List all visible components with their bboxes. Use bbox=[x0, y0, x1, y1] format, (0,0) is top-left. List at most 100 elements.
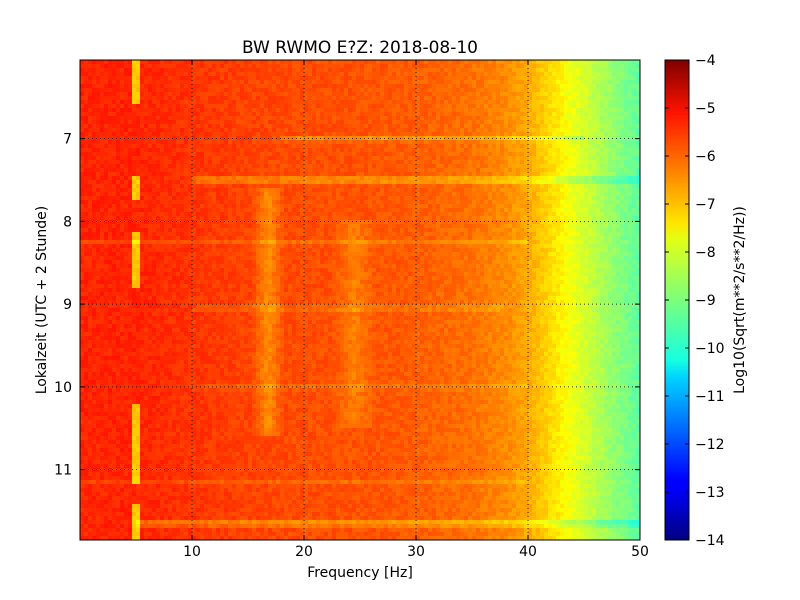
heatmap-cell bbox=[364, 60, 368, 64]
heatmap-cell bbox=[440, 136, 444, 140]
heatmap-cell bbox=[304, 124, 308, 128]
heatmap-cell bbox=[560, 92, 564, 96]
heatmap-cell bbox=[324, 132, 328, 136]
heatmap-cell bbox=[212, 188, 216, 192]
heatmap-cell bbox=[268, 184, 272, 188]
heatmap-cell bbox=[592, 88, 596, 92]
heatmap-cell bbox=[324, 156, 328, 160]
heatmap-cell bbox=[432, 112, 436, 116]
heatmap-cell bbox=[120, 172, 124, 176]
heatmap-cell bbox=[440, 152, 444, 156]
heatmap-cell bbox=[336, 200, 340, 204]
heatmap-cell bbox=[264, 100, 268, 104]
heatmap-cell bbox=[500, 76, 504, 80]
heatmap-cell bbox=[104, 192, 108, 196]
heatmap-cell bbox=[372, 100, 376, 104]
heatmap-cell bbox=[348, 68, 352, 72]
heatmap-cell bbox=[568, 80, 572, 84]
heatmap-cell bbox=[484, 196, 488, 200]
heatmap-cell bbox=[584, 172, 588, 176]
heatmap-cell bbox=[200, 168, 204, 172]
heatmap-cell bbox=[496, 180, 500, 184]
heatmap-cell bbox=[492, 180, 496, 184]
heatmap-cell bbox=[264, 80, 268, 84]
heatmap-cell bbox=[268, 92, 272, 96]
heatmap-cell bbox=[276, 152, 280, 156]
heatmap-cell bbox=[608, 152, 612, 156]
heatmap-cell bbox=[240, 168, 244, 172]
heatmap-cell bbox=[248, 176, 252, 180]
heatmap-cell bbox=[92, 116, 96, 120]
heatmap-cell bbox=[380, 144, 384, 148]
heatmap-cell bbox=[312, 72, 316, 76]
heatmap-cell bbox=[400, 188, 404, 192]
heatmap-cell bbox=[252, 136, 256, 140]
heatmap-cell bbox=[80, 112, 84, 116]
heatmap-cell bbox=[88, 156, 92, 160]
heatmap-cell bbox=[432, 192, 436, 196]
heatmap-cell bbox=[380, 84, 384, 88]
heatmap-cell bbox=[568, 152, 572, 156]
heatmap-cell bbox=[304, 76, 308, 80]
heatmap-cell bbox=[588, 120, 592, 124]
heatmap-cell bbox=[384, 140, 388, 144]
heatmap-cell bbox=[148, 152, 152, 156]
heatmap-cell bbox=[220, 104, 224, 108]
heatmap-cell bbox=[492, 68, 496, 72]
heatmap-cell bbox=[616, 64, 620, 68]
heatmap-cell bbox=[532, 164, 536, 168]
heatmap-cell bbox=[328, 72, 332, 76]
heatmap-cell bbox=[312, 84, 316, 88]
heatmap-cell bbox=[268, 172, 272, 176]
heatmap-cell bbox=[180, 100, 184, 104]
heatmap-cell bbox=[204, 156, 208, 160]
heatmap-cell bbox=[520, 192, 524, 196]
heatmap-cell bbox=[512, 124, 516, 128]
heatmap-cell bbox=[96, 100, 100, 104]
heatmap-cell bbox=[368, 136, 372, 140]
heatmap-cell bbox=[504, 136, 508, 140]
heatmap-cell bbox=[472, 180, 476, 184]
heatmap-cell bbox=[424, 124, 428, 128]
heatmap-cell bbox=[416, 188, 420, 192]
heatmap-cell bbox=[92, 144, 96, 148]
heatmap-cell bbox=[296, 192, 300, 196]
heatmap-cell bbox=[500, 92, 504, 96]
heatmap-cell bbox=[464, 160, 468, 164]
heatmap-cell bbox=[620, 164, 624, 168]
heatmap-cell bbox=[232, 80, 236, 84]
heatmap-cell bbox=[332, 112, 336, 116]
heatmap-cell bbox=[200, 172, 204, 176]
heatmap-cell bbox=[628, 60, 632, 64]
heatmap-cell bbox=[160, 128, 164, 132]
heatmap-cell bbox=[584, 176, 588, 180]
heatmap-cell bbox=[580, 192, 584, 196]
heatmap-cell bbox=[204, 192, 208, 196]
heatmap-cell bbox=[196, 120, 200, 124]
heatmap-cell bbox=[224, 140, 228, 144]
heatmap-cell bbox=[244, 124, 248, 128]
heatmap-cell bbox=[136, 160, 140, 164]
heatmap-cell bbox=[164, 164, 168, 168]
heatmap-cell bbox=[376, 68, 380, 72]
heatmap-cell bbox=[124, 60, 128, 64]
heatmap-cell bbox=[364, 116, 368, 120]
heatmap-cell bbox=[180, 116, 184, 120]
heatmap-cell bbox=[284, 140, 288, 144]
heatmap-cell bbox=[556, 124, 560, 128]
heatmap-cell bbox=[128, 156, 132, 160]
heatmap-cell bbox=[276, 80, 280, 84]
heatmap-cell bbox=[116, 76, 120, 80]
heatmap-cell bbox=[124, 112, 128, 116]
heatmap-cell bbox=[252, 84, 256, 88]
heatmap-cell bbox=[588, 60, 592, 64]
heatmap-cell bbox=[440, 72, 444, 76]
heatmap-cell bbox=[388, 188, 392, 192]
heatmap-cell bbox=[364, 92, 368, 96]
heatmap-cell bbox=[208, 128, 212, 132]
heatmap-cell bbox=[396, 132, 400, 136]
heatmap-cell bbox=[296, 164, 300, 168]
heatmap-cell bbox=[220, 200, 224, 204]
heatmap-cell bbox=[208, 172, 212, 176]
heatmap-cell bbox=[136, 140, 140, 144]
